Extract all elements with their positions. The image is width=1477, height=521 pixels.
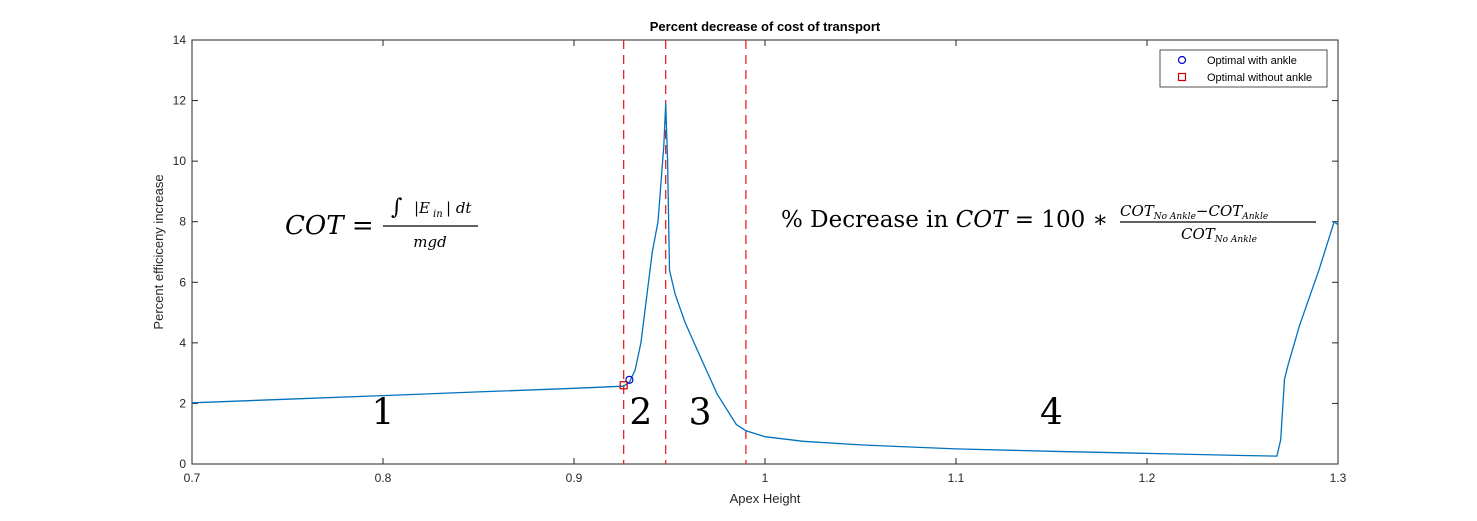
optimal-points-group [619, 375, 634, 390]
y-tick-label: 10 [173, 154, 187, 168]
pct-den-sub: No Ankle [1214, 235, 1257, 245]
pct-formula: % Decrease in COT = 100 ∗ COTNo Ankle−CO… [781, 202, 1316, 245]
cot-formula: COT = ∫ |E in | dt mgd [285, 195, 478, 251]
region-label: 4 [1040, 393, 1063, 434]
x-tick-label: 1.3 [1330, 471, 1347, 485]
cot-formula-lhs: COT = [285, 211, 374, 241]
cot-integral-sign: ∫ [391, 195, 403, 220]
x-tick-label: 1.1 [948, 471, 965, 485]
y-axis-label: Percent efficiceny increase [151, 174, 166, 329]
pct-formula-eq: = 100 ∗ [1007, 207, 1108, 233]
series-line [191, 102, 1339, 457]
y-tick-label: 8 [179, 215, 186, 229]
cot-denominator: mgd [413, 233, 446, 251]
chart-title: Percent decrease of cost of transport [650, 19, 881, 34]
y-tick-label: 2 [179, 396, 186, 410]
y-tick-label: 6 [179, 275, 186, 289]
plot-area [191, 39, 1339, 465]
pct-num-b: COT [1208, 202, 1243, 220]
pct-formula-lhs-text: % Decrease in [781, 207, 956, 233]
legend-entry-with-ankle: Optimal with ankle [1207, 55, 1297, 67]
y-tick-label: 12 [173, 94, 187, 108]
cot-numerator-tail: | dt [446, 199, 472, 217]
cot-numerator-sub: in [433, 209, 443, 220]
pct-den: COT [1181, 225, 1216, 243]
pct-denominator: COTNo Ankle [1181, 225, 1257, 245]
cot-numerator-body: |E [414, 199, 430, 217]
pct-num-a: COT [1120, 202, 1155, 220]
legend-box [1159, 49, 1328, 88]
pct-num-b-sub: Ankle [1241, 212, 1268, 222]
region-label: 2 [629, 393, 652, 434]
x-tick-label: 0.7 [184, 471, 201, 485]
legend-circle-marker [1177, 55, 1187, 65]
region-boundary-group [623, 40, 747, 464]
x-tick-label: 1.2 [1139, 471, 1156, 485]
y-tick-label: 14 [173, 33, 187, 47]
x-tick-label: 0.9 [566, 471, 583, 485]
pct-formula-cot: COT [956, 207, 1009, 233]
x-tick-label: 1 [762, 471, 769, 485]
pct-num-a-sub: No Ankle [1153, 212, 1196, 222]
pct-num-minus: − [1196, 202, 1209, 220]
pct-numerator: COTNo Ankle−COTAnkle [1120, 202, 1268, 222]
legend-entry-without-ankle: Optimal without ankle [1207, 72, 1312, 84]
pct-formula-lhs: % Decrease in COT = 100 ∗ [781, 207, 1108, 233]
legend: Optimal with ankle Optimal without ankle [1159, 49, 1328, 88]
y-tick-label: 0 [179, 457, 186, 471]
legend-square-marker [1177, 72, 1187, 82]
x-axis-label: Apex Height [730, 491, 801, 506]
x-tick-label: 0.8 [375, 471, 392, 485]
optimal-without-ankle-marker [619, 381, 628, 390]
region-label: 1 [372, 393, 395, 434]
optimal-with-ankle-marker [625, 375, 634, 384]
series-group [191, 102, 1339, 457]
y-tick-label: 4 [179, 336, 186, 350]
region-label: 3 [689, 393, 712, 434]
